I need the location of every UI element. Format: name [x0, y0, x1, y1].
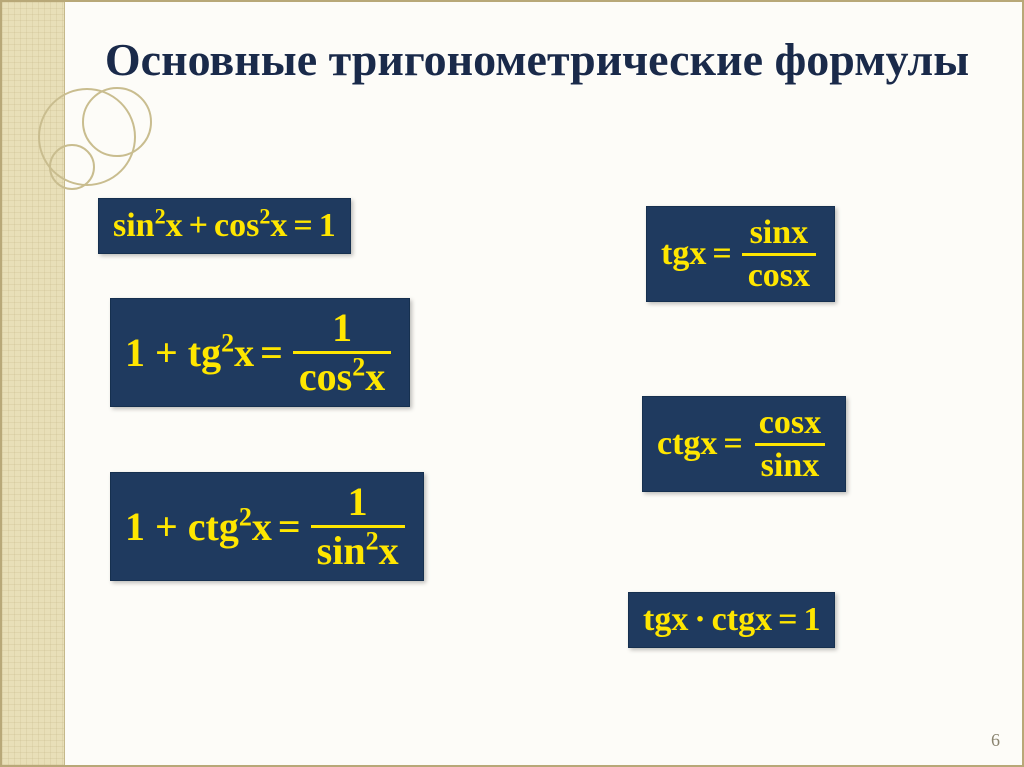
- lhs-text: ctgx: [657, 425, 717, 463]
- equals-sign: =: [778, 601, 797, 639]
- numerator: 1: [342, 481, 374, 525]
- var: x: [252, 504, 272, 549]
- denominator: sinx: [755, 443, 826, 484]
- numerator: 1: [326, 307, 358, 351]
- term-a: tgx: [643, 601, 688, 639]
- denominator: cos2x: [293, 351, 391, 398]
- fn-cos: cos: [214, 207, 259, 244]
- dot-sign: ·: [694, 601, 705, 639]
- rhs-value: 1: [319, 207, 336, 245]
- term-b: ctgx: [712, 601, 772, 639]
- fn-sin: sin: [113, 207, 155, 244]
- page-number: 6: [991, 730, 1000, 751]
- lhs-text: 1 + ctg: [125, 504, 239, 549]
- slide-title: Основные тригонометрические формулы: [82, 34, 992, 86]
- rhs-value: 1: [803, 601, 820, 639]
- left-texture-strip: [2, 2, 65, 765]
- fraction: 1 sin2x: [311, 481, 405, 572]
- fraction: sinx cosx: [742, 215, 816, 293]
- exp: 2: [155, 204, 166, 229]
- lhs-text: tgx: [661, 235, 706, 273]
- fraction: 1 cos2x: [293, 307, 391, 398]
- formula-csc-identity: 1 + ctg2x = 1 sin2x: [110, 472, 424, 581]
- lhs-text: 1 + tg: [125, 330, 221, 375]
- plus-sign: +: [189, 207, 208, 245]
- numerator: sinx: [744, 215, 815, 253]
- slide: Основные тригонометрические формулы sin2…: [0, 0, 1024, 767]
- fraction: cosx sinx: [753, 405, 827, 483]
- formula-cot-def: ctgx = cosx sinx: [642, 396, 846, 492]
- equals-sign: =: [278, 503, 301, 550]
- formula-tan-cot-product: tgx · ctgx = 1: [628, 592, 835, 648]
- equals-sign: =: [293, 207, 312, 245]
- var: x: [166, 207, 183, 244]
- formula-pythagorean: sin2x + cos2x = 1: [98, 198, 351, 254]
- equals-sign: =: [260, 329, 283, 376]
- var: x: [234, 330, 254, 375]
- formula-tan-def: tgx = sinx cosx: [646, 206, 835, 302]
- exp: 2: [259, 204, 270, 229]
- exp: 2: [239, 503, 252, 532]
- equals-sign: =: [723, 425, 742, 463]
- exp: 2: [221, 329, 234, 358]
- numerator: cosx: [753, 405, 827, 443]
- formula-sec-identity: 1 + tg2x = 1 cos2x: [110, 298, 410, 407]
- var: x: [270, 207, 287, 244]
- denominator: sin2x: [311, 525, 405, 572]
- denominator: cosx: [742, 253, 816, 294]
- equals-sign: =: [712, 235, 731, 273]
